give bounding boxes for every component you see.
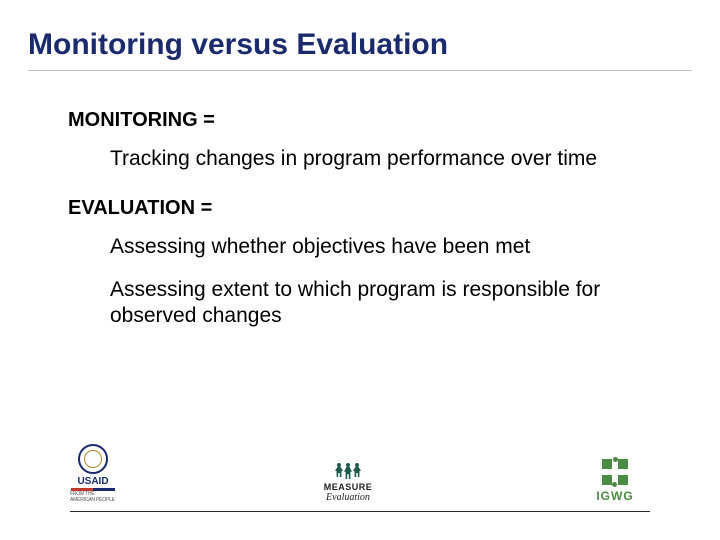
igwg-name: IGWG: [596, 489, 633, 503]
usaid-seal-icon: [78, 444, 108, 474]
usaid-logo: USAID FROM THE AMERICAN PEOPLE: [70, 444, 116, 503]
person-icon: [344, 463, 352, 481]
footer-inner: USAID FROM THE AMERICAN PEOPLE MEASURE E…: [0, 444, 720, 503]
usaid-tagline: FROM THE AMERICAN PEOPLE: [70, 491, 116, 503]
content-block: MONITORING = Tracking changes in program…: [68, 109, 692, 328]
measure-people-icon: [335, 463, 361, 481]
measure-name: MEASURE: [324, 482, 373, 492]
measure-logo: MEASURE Evaluation: [303, 463, 393, 503]
footer-rule: [70, 511, 650, 512]
footer: USAID FROM THE AMERICAN PEOPLE MEASURE E…: [0, 444, 720, 514]
igwg-mark-icon: [602, 459, 628, 485]
evaluation-label: EVALUATION =: [68, 197, 692, 220]
evaluation-text-1: Assessing whether objectives have been m…: [110, 234, 630, 259]
measure-subtitle: Evaluation: [326, 492, 370, 503]
slide-title: Monitoring versus Evaluation: [28, 28, 692, 62]
slide: Monitoring versus Evaluation MONITORING …: [0, 0, 720, 540]
person-icon: [335, 463, 343, 479]
evaluation-text-2: Assessing extent to which program is res…: [110, 277, 630, 327]
title-rule: [28, 70, 692, 71]
monitoring-text: Tracking changes in program performance …: [110, 146, 630, 171]
usaid-name: USAID: [77, 476, 108, 487]
monitoring-label: MONITORING =: [68, 109, 692, 132]
person-icon: [353, 463, 361, 479]
igwg-logo: IGWG: [580, 459, 650, 503]
